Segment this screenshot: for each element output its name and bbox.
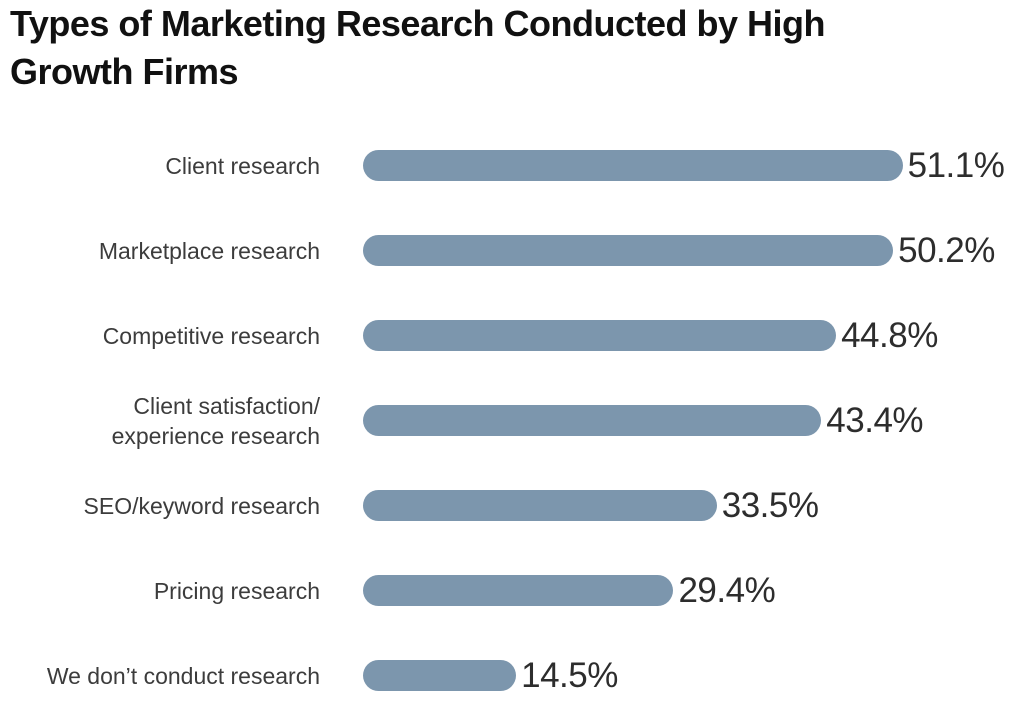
- bar-track: 51.1%: [363, 145, 1005, 186]
- bar-track: 44.8%: [363, 316, 938, 356]
- bar: [363, 320, 837, 351]
- category-label: Marketplace research: [98, 237, 320, 264]
- category-label: Competitive research: [102, 322, 320, 349]
- bar: [363, 235, 894, 266]
- bar-row: We don’t conduct research 14.5%: [0, 633, 1024, 717]
- category-label: SEO/keyword research: [83, 492, 320, 519]
- chart-title: Types of Marketing Research Conducted by…: [10, 0, 825, 96]
- bar: [363, 150, 903, 181]
- category-label: Client research: [165, 152, 320, 179]
- bar: [363, 660, 517, 691]
- bar: [363, 575, 674, 606]
- bar-row: Client satisfaction/ experience research…: [0, 378, 1024, 463]
- bar-chart-plot-area: Client research 51.1% Marketplace resear…: [0, 123, 1024, 717]
- bar-row: Marketplace research 50.2%: [0, 208, 1024, 293]
- category-label: We don’t conduct research: [46, 662, 320, 689]
- category-label: Pricing research: [153, 577, 320, 604]
- bar-row: Client research 51.1%: [0, 123, 1024, 208]
- chart-title-line-2: Growth Firms: [10, 51, 239, 92]
- value-label: 29.4%: [678, 570, 776, 610]
- bar-track: 43.4%: [363, 400, 924, 441]
- bar-track: 33.5%: [363, 486, 819, 526]
- bar-row: Competitive research 44.8%: [0, 293, 1024, 378]
- chart-title-line-1: Types of Marketing Research Conducted by…: [10, 3, 825, 44]
- bar-row: Pricing research 29.4%: [0, 548, 1024, 633]
- value-label: 50.2%: [898, 230, 995, 270]
- bar-row: SEO/keyword research 33.5%: [0, 463, 1024, 548]
- value-label: 14.5%: [521, 655, 618, 695]
- bar: [363, 490, 717, 521]
- bar-track: 29.4%: [363, 570, 776, 611]
- bar: [363, 405, 822, 436]
- value-label: 51.1%: [907, 145, 1005, 185]
- bar-track: 50.2%: [363, 231, 995, 271]
- value-label: 33.5%: [721, 485, 819, 525]
- value-label: 44.8%: [841, 315, 938, 355]
- bar-track: 14.5%: [363, 656, 618, 696]
- value-label: 43.4%: [826, 400, 924, 440]
- category-label: Client satisfaction/ experience research: [111, 392, 320, 449]
